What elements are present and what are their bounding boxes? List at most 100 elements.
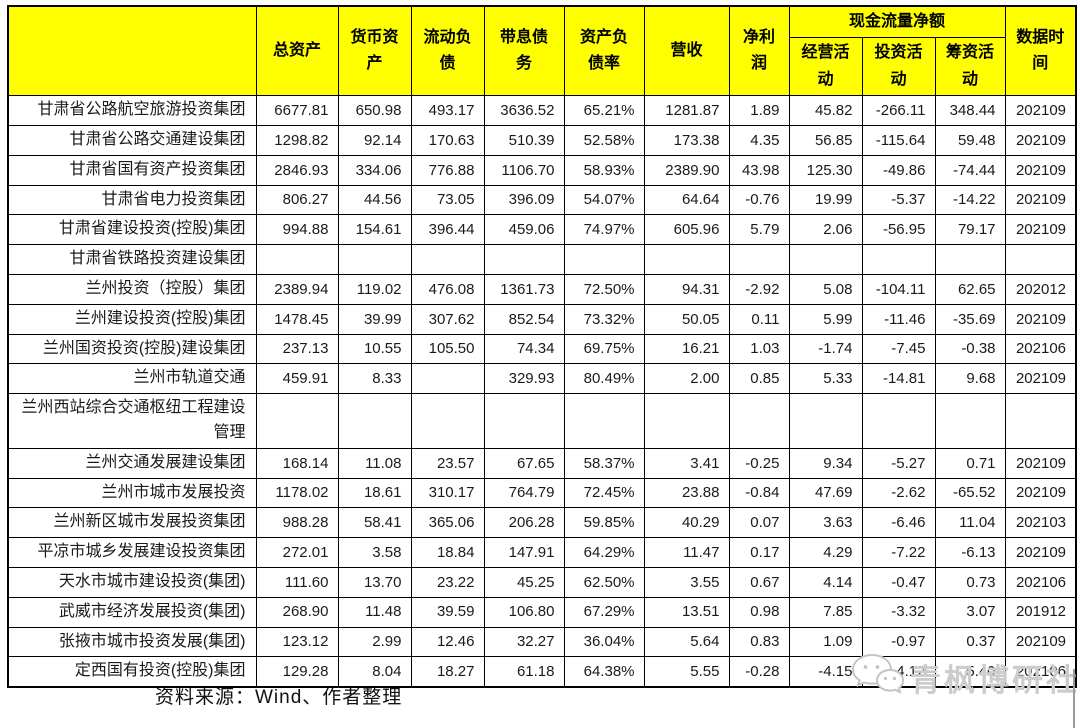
company-name-cell: 兰州国资投资(控股)建设集团: [7, 333, 257, 365]
company-name-cell: 兰州西站综合交通枢纽工程建设管理: [7, 393, 257, 449]
value-cell: -0.47: [861, 566, 936, 598]
value-cell: 0.98: [728, 596, 790, 628]
value-cell: [410, 244, 485, 275]
value-cell: 62.50%: [563, 566, 645, 598]
value-cell: 73.32%: [563, 303, 645, 335]
value-cell: 64.38%: [563, 656, 645, 688]
value-cell: 58.93%: [563, 154, 645, 186]
value-cell: 1281.87: [643, 95, 730, 126]
value-cell: -2.92: [728, 273, 790, 305]
value-cell: 11.04: [934, 507, 1006, 539]
value-cell: 36.04%: [563, 626, 645, 658]
value-cell: 5.08: [788, 273, 863, 305]
value-cell: 1.89: [728, 95, 790, 126]
value-cell: -3.32: [861, 596, 936, 628]
value-cell: 4.35: [728, 124, 790, 156]
value-cell: 11.47: [643, 537, 730, 568]
value-cell: 202012: [1004, 273, 1077, 305]
value-cell: 3.41: [643, 447, 730, 479]
header-data-date: 数据时间: [1004, 5, 1077, 97]
value-cell: 23.88: [643, 477, 730, 509]
value-cell: 56.85: [788, 124, 863, 156]
value-cell: 202109: [1004, 363, 1077, 395]
value-cell: 12.46: [410, 626, 485, 658]
company-name-cell: 兰州交通发展建设集团: [7, 447, 257, 479]
table-header: 总资产 货币资产 流动负债 带息债务 资产负债率 营收 净利润 现金流量净额 数…: [7, 5, 1077, 97]
value-cell: 2846.93: [255, 154, 339, 186]
value-cell: 106.80: [483, 596, 565, 628]
value-cell: [861, 393, 936, 449]
value-cell: -74.44: [934, 154, 1006, 186]
value-cell: 0.71: [934, 447, 1006, 479]
header-financing-activities: 筹资活动: [934, 37, 1006, 97]
value-cell: 18.27: [410, 656, 485, 688]
value-cell: 268.90: [255, 596, 339, 628]
value-cell: -266.11: [861, 95, 936, 126]
value-cell: -11.46: [861, 303, 936, 335]
table-row: 甘肃省电力投资集团 806.27 44.56 73.05 396.09 54.07% 64.…: [7, 184, 1077, 216]
value-cell: 92.14: [337, 124, 412, 156]
company-name-cell: 兰州市城市发展投资: [7, 477, 257, 509]
value-cell: [788, 244, 863, 275]
company-name-cell: 甘肃省国有资产投资集团: [7, 154, 257, 186]
value-cell: -56.95: [861, 214, 936, 246]
header-cash-flow-group: 现金流量净额: [788, 5, 1006, 39]
value-cell: 123.12: [255, 626, 339, 658]
value-cell: 776.88: [410, 154, 485, 186]
value-cell: 5.99: [788, 303, 863, 335]
header-investing-activities: 投资活动: [861, 37, 936, 97]
value-cell: [643, 244, 730, 275]
value-cell: 58.41: [337, 507, 412, 539]
value-cell: -6.46: [861, 507, 936, 539]
value-cell: 237.13: [255, 333, 339, 365]
value-cell: 3.55: [643, 566, 730, 598]
value-cell: 476.08: [410, 273, 485, 305]
value-cell: 65.21%: [563, 95, 645, 126]
value-cell: 202103: [1004, 507, 1077, 539]
value-cell: 202109: [1004, 124, 1077, 156]
value-cell: 1.09: [788, 626, 863, 658]
value-cell: [563, 244, 645, 275]
value-cell: 7.85: [788, 596, 863, 628]
right-edge-line: [1073, 669, 1075, 728]
value-cell: [788, 393, 863, 449]
value-cell: 8.04: [337, 656, 412, 688]
value-cell: 170.63: [410, 124, 485, 156]
value-cell: 2.06: [788, 214, 863, 246]
value-cell: 994.88: [255, 214, 339, 246]
value-cell: -0.28: [728, 656, 790, 688]
value-cell: 67.65: [483, 447, 565, 479]
value-cell: 202109: [1004, 184, 1077, 216]
value-cell: [728, 393, 790, 449]
value-cell: 61.18: [483, 656, 565, 688]
value-cell: 605.96: [643, 214, 730, 246]
value-cell: 307.62: [410, 303, 485, 335]
value-cell: 1.03: [728, 333, 790, 365]
value-cell: 201912: [1004, 596, 1077, 628]
value-cell: 202109: [1004, 95, 1077, 126]
value-cell: 74.34: [483, 333, 565, 365]
value-cell: 334.06: [337, 154, 412, 186]
value-cell: 3.63: [788, 507, 863, 539]
value-cell: 493.17: [410, 95, 485, 126]
table-row: 天水市城市建设投资(集团) 111.60 13.70 23.22 45.25 62.50%…: [7, 566, 1077, 598]
company-name-cell: 天水市城市建设投资(集团): [7, 566, 257, 598]
value-cell: 11.08: [337, 447, 412, 479]
value-cell: 650.98: [337, 95, 412, 126]
value-cell: 54.07%: [563, 184, 645, 216]
company-name-cell: 兰州投资（控股）集团: [7, 273, 257, 305]
company-name-cell: 张掖市城市投资发展(集团): [7, 626, 257, 658]
value-cell: -0.38: [934, 333, 1006, 365]
header-operating-activities: 经营活动: [788, 37, 863, 97]
table-body: 甘肃省公路航空旅游投资集团 6677.81 650.98 493.17 3636.52 6…: [7, 95, 1077, 688]
header-total-assets: 总资产: [255, 5, 339, 97]
source-note: 资料来源：Wind、作者整理: [155, 687, 403, 708]
value-cell: 3.58: [337, 537, 412, 568]
value-cell: 168.14: [255, 447, 339, 479]
value-cell: 202106: [1004, 333, 1077, 365]
value-cell: 348.44: [934, 95, 1006, 126]
value-cell: 0.67: [728, 566, 790, 598]
table-row: 兰州投资（控股）集团 2389.94 119.02 476.08 1361.73 72.5…: [7, 273, 1077, 305]
value-cell: 459.06: [483, 214, 565, 246]
table-row: 兰州新区城市发展投资集团 988.28 58.41 365.06 206.28 59.85…: [7, 507, 1077, 539]
